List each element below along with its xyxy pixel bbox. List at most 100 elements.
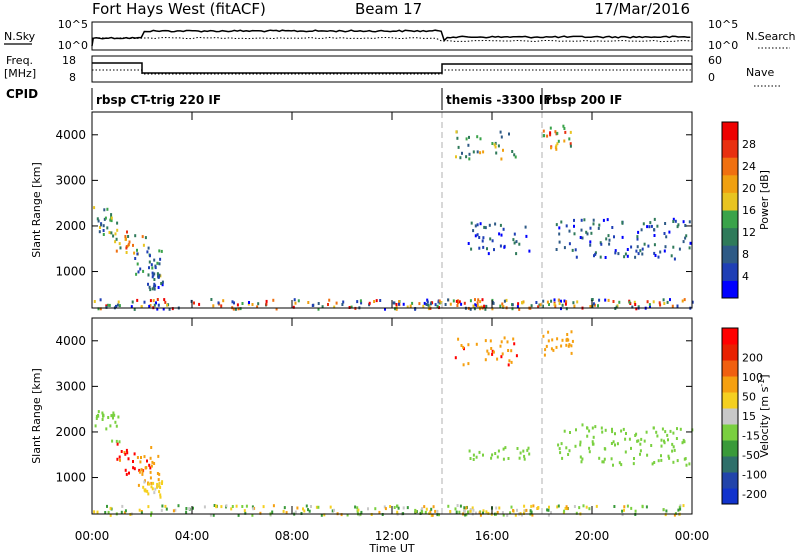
ground-cell-360	[156, 307, 159, 311]
ground-cell-418	[472, 508, 475, 512]
ground-cell-496	[414, 508, 417, 512]
nsky-right-tick-bottom: 10^0	[708, 39, 738, 52]
scatter-cell-58	[137, 270, 140, 274]
mode-label-2: rbsp 200 IF	[546, 93, 622, 107]
ground-cell-393	[265, 302, 268, 306]
colorbar-band-4	[722, 424, 738, 441]
ground-cell-437	[457, 299, 460, 303]
x-tick-label-0: 00:00	[75, 529, 110, 543]
scatter-cell-197	[676, 427, 678, 431]
scatter-cell-266	[573, 218, 575, 222]
scatter-cell-225	[684, 236, 687, 240]
ground-cell-525	[463, 506, 466, 510]
ground-cell-431	[342, 300, 345, 304]
power-mode-dividers	[441, 112, 543, 308]
nsky-series	[91, 29, 691, 47]
ground-cell-416	[531, 513, 534, 517]
scatter-cell-48	[116, 457, 119, 461]
ground-cell-358	[671, 304, 674, 308]
scatter-cell-224	[637, 252, 640, 256]
scatter-cell-293	[558, 232, 561, 236]
ground-cell-444	[478, 511, 481, 515]
ground-cell-480	[479, 513, 482, 517]
scatter-cell-134	[499, 244, 502, 248]
ground-cell-434	[563, 509, 566, 513]
scatter-cell-148	[481, 239, 484, 243]
scatter-cell-44	[134, 234, 137, 238]
scatter-cell-194	[546, 134, 549, 138]
scatter-cell-112	[461, 151, 463, 155]
scatter-cell-3	[114, 420, 117, 424]
ground-cell-403	[136, 298, 139, 302]
scatter-cell-227	[646, 453, 649, 457]
scatter-cell-215	[689, 241, 692, 245]
ground-cell-296	[106, 504, 108, 508]
ground-cell-463	[591, 298, 594, 301]
ground-cell-394	[251, 505, 254, 509]
scatter-cell-32	[119, 246, 122, 250]
scatter-cell-180	[549, 133, 552, 137]
scatter-cell-148	[522, 449, 525, 453]
scatter-cell-60	[148, 266, 150, 270]
ground-cell-412	[649, 304, 651, 308]
ground-cell-497	[473, 307, 476, 311]
scatter-cell-69	[148, 463, 151, 467]
scatter-cell-34	[125, 237, 127, 241]
ground-cell-355	[305, 504, 308, 508]
scatter-cell-176	[560, 344, 563, 348]
power-colorbar: 4 8 12 16 20 24 28	[721, 121, 756, 299]
scatter-cell-159	[484, 226, 487, 230]
ground-cell-376	[393, 506, 396, 509]
ground-cell-558	[511, 303, 514, 307]
scatter-cell-205	[670, 254, 673, 258]
scatter-cell-24	[103, 208, 106, 212]
scatter-cell-171	[550, 347, 553, 351]
ground-cell-537	[630, 506, 633, 510]
scatter-cell-100	[491, 349, 494, 353]
ground-cell-396	[124, 509, 127, 513]
scatter-cell-138	[523, 457, 526, 461]
ground-cell-503	[436, 509, 439, 513]
ground-cell-362	[565, 307, 568, 311]
scatter-cell-91	[161, 280, 164, 284]
ground-cell-358	[96, 510, 99, 514]
ground-cell-402	[447, 504, 450, 508]
scatter-cell-113	[468, 135, 470, 139]
scatter-cell-55	[136, 262, 139, 266]
scatter-cell-126	[500, 157, 503, 161]
scatter-cell-51	[156, 472, 159, 475]
ground-cell-341	[546, 508, 549, 512]
scatter-cell-220	[599, 255, 602, 259]
scatter-cell-30	[141, 235, 144, 239]
scatter-cell-175	[556, 142, 559, 146]
scatter-cell-4	[116, 228, 119, 232]
ground-cell-329	[424, 510, 427, 514]
scatter-cell-230	[583, 218, 586, 222]
ground-cell-338	[633, 300, 636, 304]
ground-cell-522	[623, 508, 625, 512]
scatter-cell-261	[664, 430, 667, 434]
ground-cell-307	[532, 504, 535, 508]
scatter-cell-141	[504, 446, 507, 450]
scatter-cell-276	[603, 447, 606, 451]
scatter-cell-23	[113, 413, 116, 417]
ground-cell-440	[368, 301, 371, 305]
x-tick-label-6: 00:00	[675, 529, 710, 543]
ground-cell-399	[108, 303, 111, 307]
scatter-cell-99	[156, 482, 159, 486]
ground-cell-313	[109, 513, 112, 517]
ground-cell-466	[447, 298, 450, 302]
freq-frame	[91, 55, 693, 83]
ground-cell-451	[664, 513, 667, 517]
scatter-cell-105	[459, 156, 462, 160]
ground-cell-419	[418, 302, 421, 306]
scatter-cell-14	[104, 216, 107, 220]
scatter-cell-290	[586, 232, 589, 236]
nsky-label: N.Sky	[4, 30, 36, 43]
scatter-cell-45	[150, 446, 153, 449]
ground-cell-529	[595, 504, 598, 508]
scatter-cell-212	[626, 248, 629, 251]
y-tick-label-3: 4000	[55, 128, 86, 142]
ground-cell-526	[426, 298, 429, 302]
beam-title: Beam 17	[355, 0, 422, 18]
